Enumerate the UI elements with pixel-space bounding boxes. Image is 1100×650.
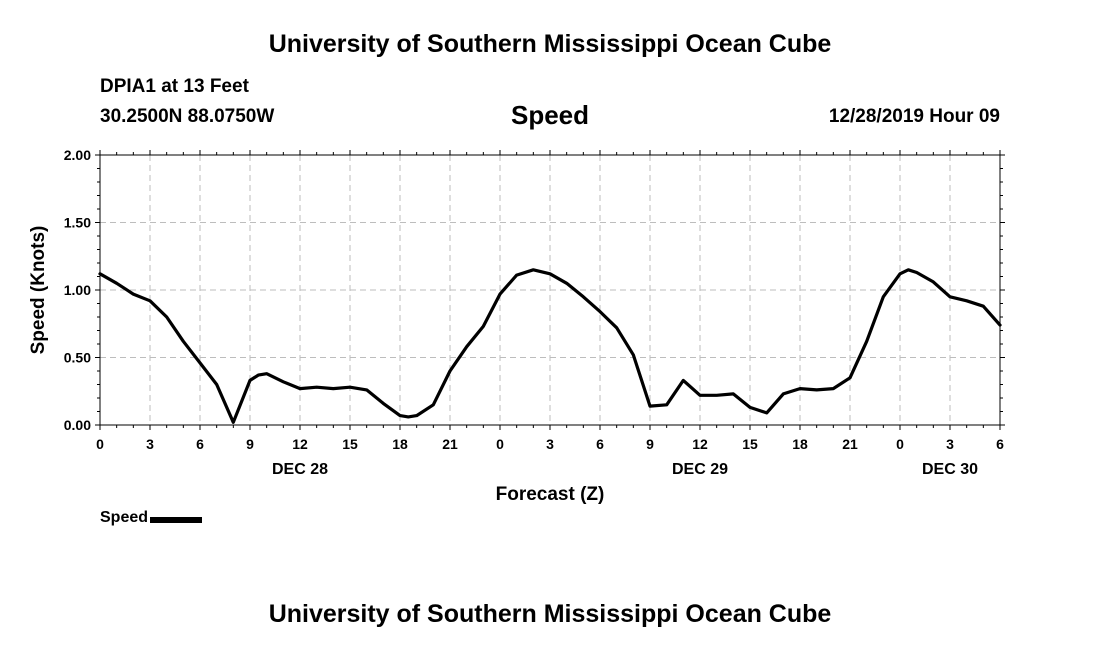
x-tick-label: 12 <box>292 436 308 452</box>
chart-title: Speed <box>510 100 590 130</box>
y-tick-label: 1.00 <box>64 282 91 298</box>
y-tick-label: 0.50 <box>64 350 91 366</box>
x-tick-label: 21 <box>442 436 458 452</box>
x-tick-label: 9 <box>646 436 654 452</box>
top-title: University of Southern Mississippi Ocean… <box>268 30 832 58</box>
forecast-timestamp: 12/28/2019 Hour 09 <box>828 106 1000 127</box>
x-tick-label: 6 <box>196 436 204 452</box>
x-tick-label: 0 <box>96 436 104 452</box>
bottom-title: University of Southern Mississippi Ocean… <box>268 600 832 628</box>
x-tick-label: 0 <box>896 436 904 452</box>
x-tick-label: 6 <box>996 436 1004 452</box>
x-tick-label: 15 <box>742 436 758 452</box>
x-tick-label: 18 <box>792 436 808 452</box>
x-tick-label: 3 <box>146 436 154 452</box>
y-axis-title: Speed (Knots) <box>28 226 49 355</box>
legend-label: Speed <box>100 509 149 526</box>
y-tick-label: 2.00 <box>64 147 91 163</box>
day-label: DEC 29 <box>672 461 728 478</box>
x-axis-title: Forecast (Z) <box>496 484 605 505</box>
x-tick-label: 3 <box>546 436 554 452</box>
legend: Speed <box>100 509 203 527</box>
x-tick-label: 9 <box>246 436 254 452</box>
x-tick-label: 21 <box>842 436 858 452</box>
day-labels: DEC 28 DEC 29 DEC 30 <box>272 461 978 478</box>
x-tick-label: 6 <box>596 436 604 452</box>
y-tick-label: 1.50 <box>64 215 91 231</box>
y-tick-labels: 0.00 0.50 1.00 1.50 2.00 <box>64 147 91 433</box>
grid-lines <box>100 155 1000 425</box>
day-label: DEC 30 <box>922 461 978 478</box>
station-name: DPIA1 at 13 Feet <box>100 76 249 97</box>
speed-series-line <box>98 268 1002 424</box>
legend-swatch <box>150 517 203 523</box>
y-tick-label: 0.00 <box>64 417 91 433</box>
tick-marks <box>95 150 1005 430</box>
x-tick-label: 18 <box>392 436 408 452</box>
station-coordinates: 30.2500N 88.0750W <box>100 106 275 127</box>
x-tick-labels: 0 3 6 9 12 15 18 21 0 3 6 9 12 15 18 21 0 3 6 <box>96 436 1004 452</box>
x-tick-label: 0 <box>496 436 504 452</box>
x-tick-label: 15 <box>342 436 358 452</box>
x-tick-label: 3 <box>946 436 954 452</box>
day-label: DEC 28 <box>272 461 328 478</box>
x-tick-label: 12 <box>692 436 708 452</box>
